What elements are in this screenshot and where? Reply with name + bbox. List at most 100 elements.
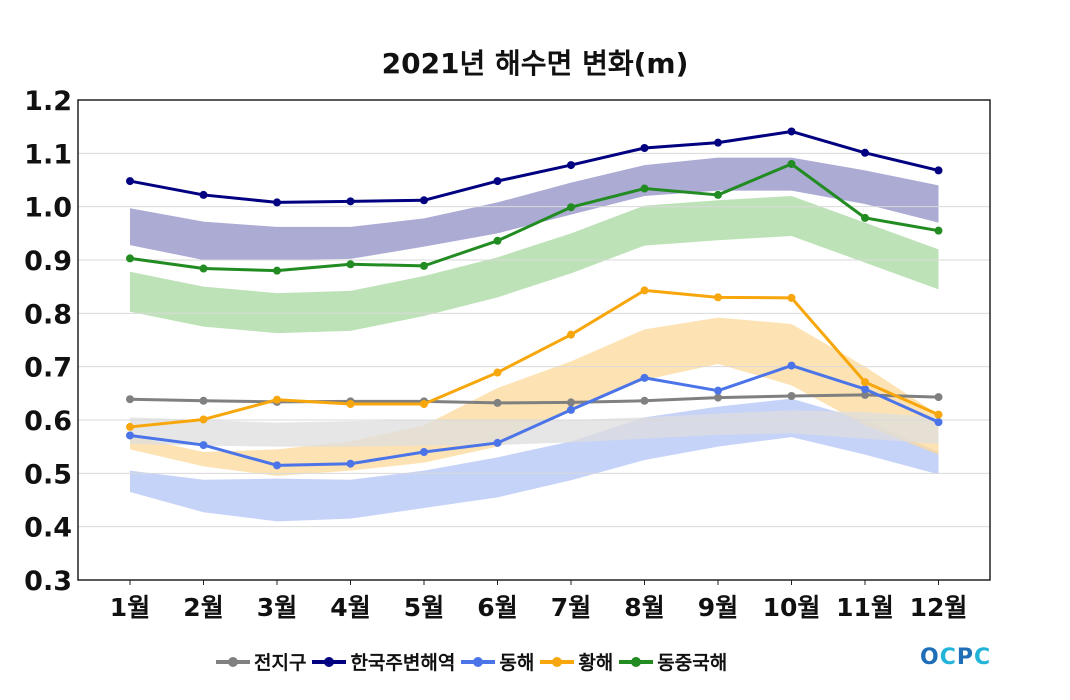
data-point: [273, 461, 281, 470]
data-point: [787, 392, 796, 400]
data-point: [420, 400, 428, 408]
data-point: [640, 396, 649, 405]
data-point: [567, 203, 575, 212]
legend-swatch: [619, 656, 654, 667]
legend-swatch: [312, 656, 347, 667]
y-tick-label: 0.6: [24, 406, 72, 437]
data-point: [934, 166, 943, 175]
data-point: [493, 398, 502, 407]
data-point: [640, 286, 649, 295]
x-tick-label: 9월: [698, 593, 738, 622]
legend-label: 전지구: [254, 652, 307, 674]
plot-area-border: [77, 99, 991, 581]
y-tick-label: 0.7: [24, 353, 72, 384]
legend-item: 전지구: [216, 648, 306, 675]
y-tick-label: 1.1: [24, 139, 72, 170]
data-point: [640, 184, 649, 193]
data-point: [567, 405, 575, 414]
ocpc-logo: OCPC: [920, 645, 992, 670]
data-point: [861, 148, 869, 157]
data-point: [861, 213, 869, 222]
x-tick-label: 12월: [910, 593, 968, 622]
data-point: [420, 196, 428, 205]
legend-item: 황해: [540, 648, 613, 675]
x-tick-label: 5월: [404, 593, 444, 622]
data-point: [567, 161, 575, 170]
data-point: [861, 385, 869, 394]
data-point: [714, 393, 722, 402]
data-point: [934, 418, 943, 427]
data-point: [199, 441, 208, 450]
data-point: [861, 378, 869, 387]
series-lines: [126, 127, 943, 470]
y-tick-label: 0.5: [24, 459, 72, 490]
data-point: [199, 396, 208, 405]
chart-title: 2021년 해수면 변화(m): [381, 47, 689, 80]
legend-label: 동해: [499, 652, 535, 674]
data-point: [126, 395, 134, 404]
data-point: [640, 144, 649, 152]
data-point: [126, 177, 134, 186]
x-tick-label: 11월: [836, 593, 894, 622]
data-point: [199, 264, 208, 273]
legend-label: 한국주변해역: [350, 652, 456, 674]
data-point: [273, 198, 281, 207]
range-band-2: [130, 410, 939, 447]
x-tick-label: 6월: [477, 593, 517, 622]
x-tick-label: 1월: [110, 593, 150, 622]
data-point: [346, 400, 355, 408]
data-point: [420, 448, 428, 456]
y-tick-label: 1.0: [24, 193, 72, 224]
data-point: [714, 138, 722, 147]
series-line-3: [129, 288, 940, 429]
data-point: [493, 438, 502, 447]
range-bands: [130, 157, 939, 522]
data-point: [273, 266, 281, 275]
y-tick-label: 0.4: [24, 513, 72, 544]
grid-lines: [78, 152, 990, 528]
data-point: [273, 395, 281, 404]
data-point: [493, 177, 502, 186]
x-tick-label: 3월: [257, 593, 297, 622]
data-point: [493, 236, 502, 245]
legend-swatch: [540, 656, 575, 667]
axes: 0.3 0.4 0.5 0.6 0.7 0.8 0.9 1.0 1.1 1.2 1월 2월 3월 4월 5월…: [24, 86, 991, 622]
x-tick-label: 4월: [330, 593, 370, 622]
series-line-4: [129, 162, 939, 273]
data-point: [199, 190, 208, 199]
data-point: [861, 390, 869, 399]
data-point: [420, 261, 428, 270]
data-point: [567, 330, 575, 339]
data-point: [714, 293, 722, 302]
y-tick-label: 0.9: [24, 246, 72, 277]
y-tick-label: 0.8: [24, 299, 72, 330]
range-band-1: [130, 317, 939, 476]
data-point: [787, 293, 796, 302]
data-point: [346, 459, 355, 468]
x-tick-label: 8월: [624, 593, 664, 622]
legend-item: 한국주변해역: [312, 648, 455, 675]
data-point: [567, 398, 575, 407]
data-point: [714, 386, 722, 395]
data-point: [199, 415, 208, 424]
range-band-3: [130, 196, 939, 334]
data-point: [934, 393, 943, 402]
data-point: [934, 226, 943, 235]
legend-label: 동중국해: [657, 652, 728, 674]
x-tick-label: 7월: [551, 593, 591, 622]
chart-legend: 전지구 한국주변해역 동해 황해 동중국해: [216, 648, 733, 675]
data-point: [787, 361, 796, 370]
data-point: [640, 373, 649, 382]
legend-swatch: [461, 656, 496, 667]
y-tick-label: 1.2: [24, 86, 72, 117]
series-line-1: [129, 129, 939, 204]
data-point: [126, 431, 134, 440]
series-line-2: [129, 364, 940, 467]
data-point: [787, 160, 796, 168]
data-point: [934, 410, 943, 419]
x-tick-label: 2월: [183, 593, 223, 622]
legend-item: 동중국해: [619, 648, 727, 675]
data-point: [346, 197, 355, 206]
data-point: [346, 260, 355, 269]
